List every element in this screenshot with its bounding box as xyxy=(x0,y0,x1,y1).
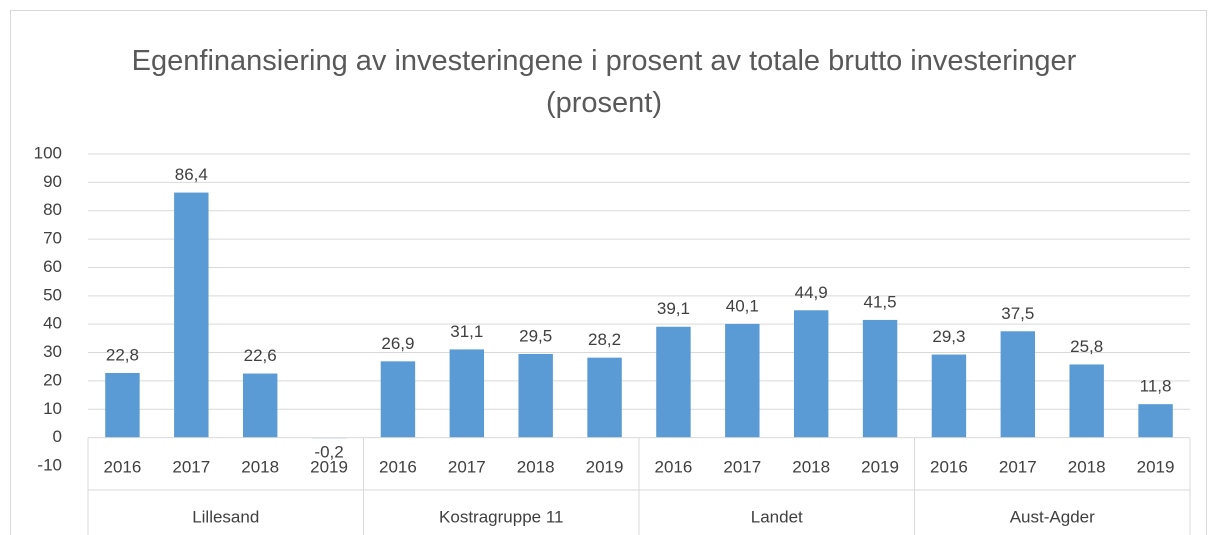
x-tick-label: 2017 xyxy=(448,457,486,476)
chart-title: Egenfinansiering av investeringene i pro… xyxy=(131,45,1077,119)
group-label: Kostragruppe 11 xyxy=(439,507,563,526)
y-tick-label: 70 xyxy=(43,229,62,248)
x-tick-label: 2019 xyxy=(586,457,624,476)
x-tick-label: 2016 xyxy=(104,457,142,476)
value-label: -0,2 xyxy=(314,443,343,462)
x-tick-label: 2018 xyxy=(517,457,555,476)
value-label: 41,5 xyxy=(864,292,897,311)
y-tick-label: 10 xyxy=(43,399,62,418)
bar xyxy=(587,357,622,438)
bar xyxy=(174,192,209,438)
bar xyxy=(793,310,829,438)
y-tick-label: 40 xyxy=(43,314,62,333)
value-label: 29,3 xyxy=(932,327,965,346)
value-label: 28,2 xyxy=(588,330,621,349)
y-tick-label: 80 xyxy=(43,200,62,219)
value-label: 22,6 xyxy=(244,346,277,365)
bar xyxy=(656,326,691,438)
bar xyxy=(449,349,485,438)
group-label: Lillesand xyxy=(192,507,259,526)
y-tick-label: 30 xyxy=(43,342,62,361)
value-label: 29,5 xyxy=(519,326,552,345)
x-tick-label: 2016 xyxy=(655,457,693,476)
chart-border xyxy=(10,10,1207,535)
group-label: Landet xyxy=(751,507,803,526)
value-label: 11,8 xyxy=(1140,377,1172,396)
bar xyxy=(931,354,967,438)
x-tick-label: 2016 xyxy=(930,457,968,476)
y-tick-label: 0 xyxy=(53,427,62,446)
value-label: 31,1 xyxy=(450,322,483,341)
bar xyxy=(1000,331,1036,438)
value-label: 44,9 xyxy=(795,283,828,302)
value-label: 37,5 xyxy=(1001,304,1034,323)
bar xyxy=(105,372,140,438)
bar xyxy=(1069,364,1104,438)
y-tick-label: 60 xyxy=(43,257,62,276)
x-tick-label: 2017 xyxy=(172,457,210,476)
value-label: 86,4 xyxy=(175,165,208,184)
y-tick-label: 20 xyxy=(43,370,62,389)
value-label: 25,8 xyxy=(1070,337,1103,356)
value-label: 39,1 xyxy=(657,299,690,318)
x-tick-label: 2018 xyxy=(792,457,830,476)
value-label: 26,9 xyxy=(381,334,414,353)
bar xyxy=(725,323,760,438)
x-tick-label: 2016 xyxy=(379,457,417,476)
x-tick-label: 2018 xyxy=(1068,457,1106,476)
value-label: 22,8 xyxy=(106,345,139,364)
bar xyxy=(862,319,898,438)
x-tick-label: 2019 xyxy=(1137,457,1175,476)
y-tick-label: 50 xyxy=(43,285,62,304)
x-tick-label: 2017 xyxy=(999,457,1037,476)
x-tick-label: 2018 xyxy=(241,457,279,476)
x-tick-label: 2017 xyxy=(723,457,761,476)
bar xyxy=(518,353,553,438)
y-tick-label: 90 xyxy=(43,172,62,191)
bar xyxy=(242,373,278,438)
value-label: 40,1 xyxy=(726,296,759,315)
x-tick-label: 2019 xyxy=(861,457,899,476)
group-label: Aust-Agder xyxy=(1010,507,1095,526)
y-tick-label: -10 xyxy=(37,455,62,474)
bar xyxy=(1138,404,1173,438)
x-tick-label: 2019 xyxy=(310,457,348,476)
bar xyxy=(380,361,416,438)
y-tick-label: 100 xyxy=(34,143,62,162)
